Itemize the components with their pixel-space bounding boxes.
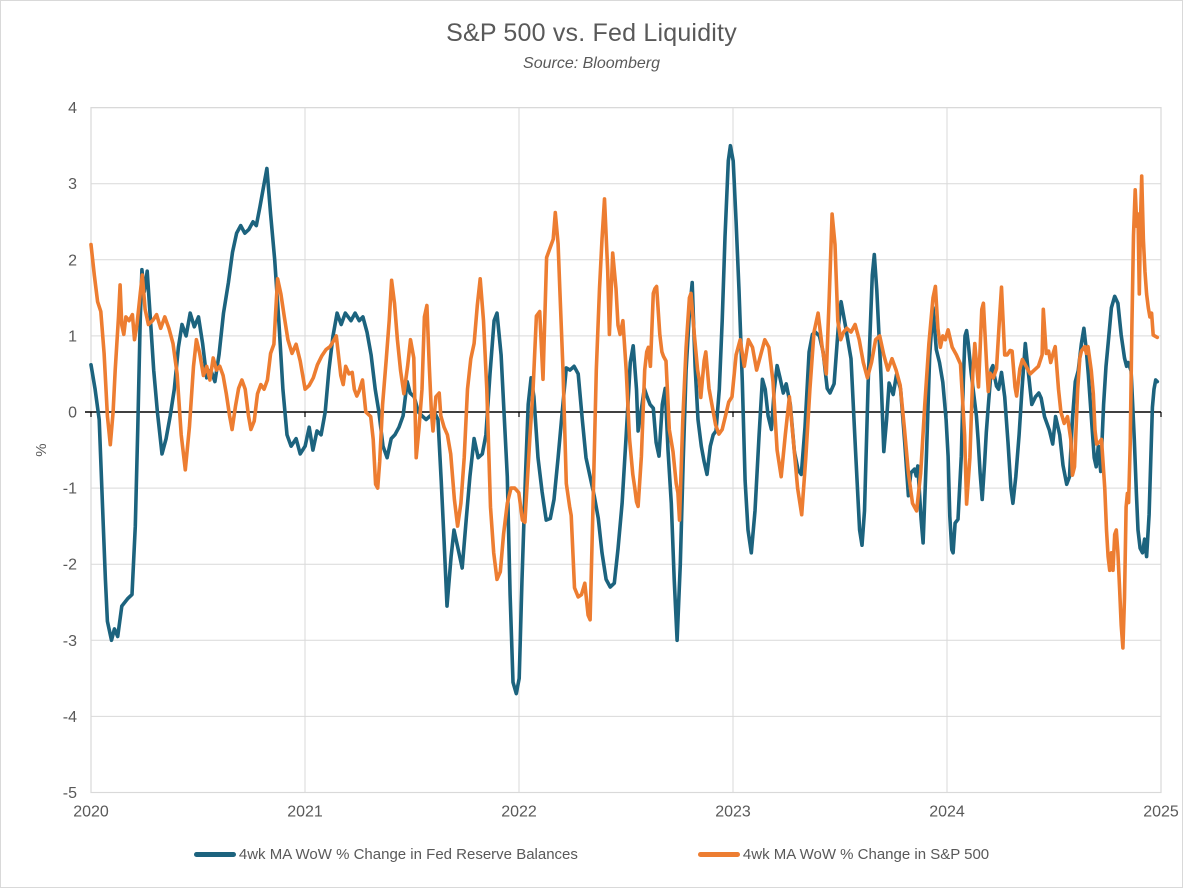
svg-text:2022: 2022 <box>501 804 537 821</box>
svg-text:-5: -5 <box>63 785 77 802</box>
svg-text:-2: -2 <box>63 557 77 574</box>
fed-series-swatch-icon <box>193 852 236 857</box>
chart-subtitle: Source: Bloomberg <box>523 55 660 72</box>
svg-text:1: 1 <box>68 328 77 345</box>
svg-text:2025: 2025 <box>1143 804 1179 821</box>
svg-text:-3: -3 <box>63 633 77 650</box>
sp500-line <box>89 174 1160 650</box>
sp500-series-swatch-icon <box>697 852 740 857</box>
svg-text:0: 0 <box>68 405 77 422</box>
svg-text:-1: -1 <box>63 481 77 498</box>
svg-text:2024: 2024 <box>929 804 965 821</box>
svg-text:-4: -4 <box>63 709 77 726</box>
legend-label-sp500: 4wk MA WoW % Change in S&P 500 <box>742 846 990 863</box>
svg-text:3: 3 <box>68 176 77 193</box>
legend-label-fed-reserve-balances: 4wk MA WoW % Change in Fed Reserve Balan… <box>238 846 578 863</box>
chart-title: S&P 500 vs. Fed Liquidity <box>446 19 737 47</box>
svg-text:2021: 2021 <box>287 804 323 821</box>
plot-border <box>90 106 1162 794</box>
svg-text:2: 2 <box>68 252 77 269</box>
zero-axis <box>85 411 1162 417</box>
legend-item-sp500: 4wk MA WoW % Change in S&P 500 <box>697 846 990 863</box>
y-axis-title: % <box>33 443 50 456</box>
svg-text:4: 4 <box>68 100 77 117</box>
legend: 4wk MA WoW % Change in Fed Reserve Balan… <box>1 846 1182 863</box>
svg-text:2023: 2023 <box>715 804 751 821</box>
svg-text:2020: 2020 <box>73 804 109 821</box>
y-axis-tick-labels: 4 3 2 1 0 -1 -2 -3 -4 -5 <box>63 100 77 802</box>
x-axis-tick-labels: 2020 2021 2022 2023 2024 2025 <box>73 804 1179 821</box>
legend-item-fed-reserve-balances: 4wk MA WoW % Change in Fed Reserve Balan… <box>193 846 578 863</box>
